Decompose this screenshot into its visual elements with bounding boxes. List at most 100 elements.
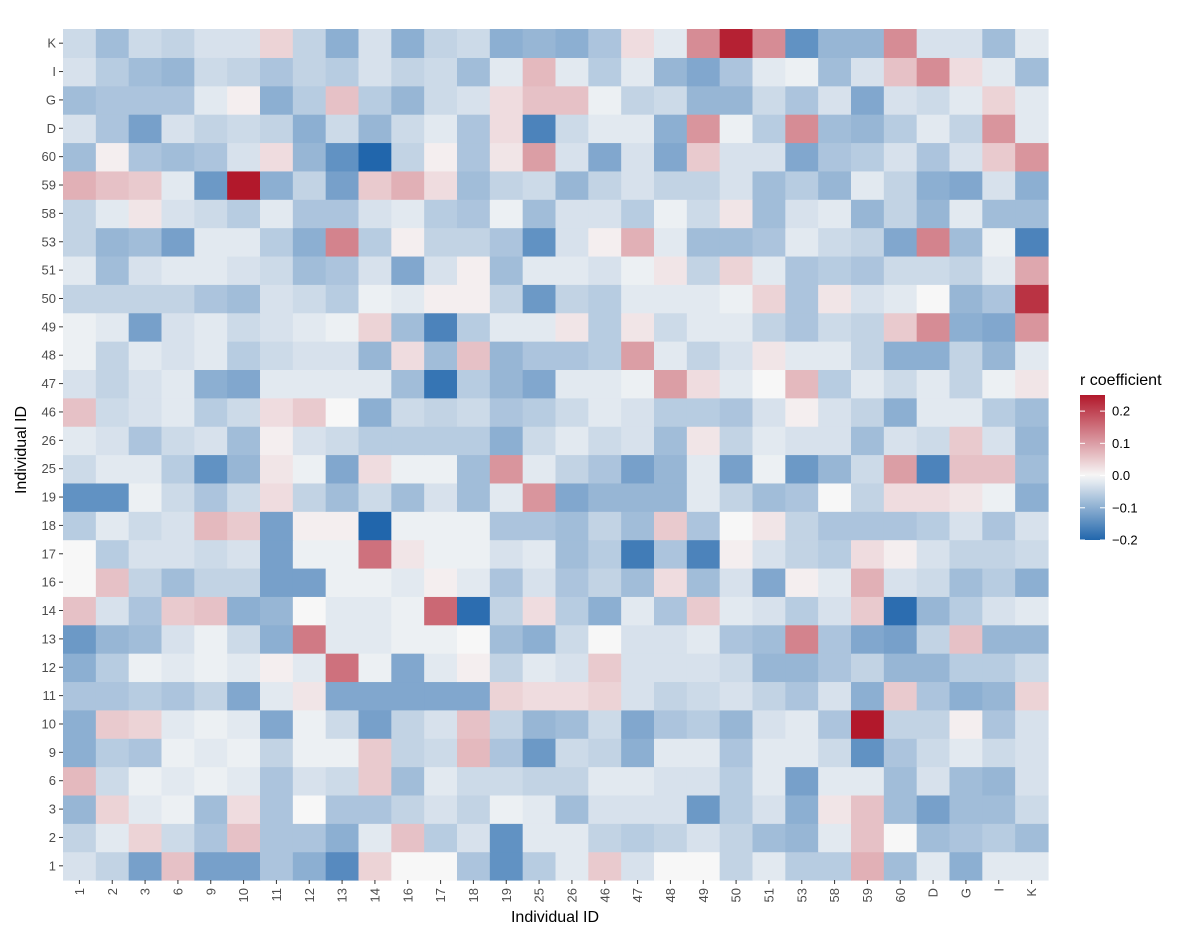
y-tick-label: 9 bbox=[49, 745, 56, 760]
heatmap-cell bbox=[883, 341, 918, 370]
heatmap-cell bbox=[785, 681, 819, 711]
heatmap-cell bbox=[63, 653, 97, 683]
heatmap-cell bbox=[227, 284, 261, 314]
y-tick-label: 60 bbox=[42, 149, 56, 164]
heatmap-cell bbox=[916, 284, 951, 314]
heatmap-cell bbox=[949, 341, 983, 370]
heatmap-cell bbox=[818, 709, 852, 739]
heatmap-cell bbox=[719, 511, 754, 541]
heatmap-cell bbox=[194, 454, 228, 484]
heatmap-cell bbox=[719, 539, 754, 569]
heatmap-cell bbox=[260, 539, 294, 569]
heatmap-cell bbox=[260, 653, 294, 683]
heatmap-cell bbox=[818, 85, 852, 115]
heatmap-cell bbox=[391, 57, 425, 87]
heatmap-cell bbox=[686, 114, 721, 144]
heatmap-cell bbox=[851, 142, 885, 172]
y-tick-label: 25 bbox=[42, 461, 56, 476]
heatmap-cell bbox=[1015, 57, 1049, 87]
heatmap-cell bbox=[358, 170, 392, 200]
heatmap-cell bbox=[686, 596, 721, 626]
heatmap-cell bbox=[1015, 227, 1049, 257]
heatmap-cell bbox=[654, 482, 688, 512]
heatmap-cell bbox=[949, 29, 983, 58]
heatmap-cell bbox=[325, 681, 360, 711]
heatmap-cell bbox=[424, 255, 458, 285]
heatmap-cell bbox=[424, 482, 458, 512]
heatmap-cell bbox=[588, 142, 622, 172]
heatmap-cell bbox=[949, 482, 983, 512]
heatmap-cell bbox=[161, 312, 195, 342]
heatmap-cell bbox=[194, 284, 228, 314]
heatmap-cell bbox=[161, 766, 195, 796]
heatmap-cell bbox=[588, 397, 622, 427]
heatmap-cell bbox=[654, 341, 688, 370]
heatmap-cell bbox=[457, 539, 491, 569]
heatmap-cell bbox=[489, 851, 524, 881]
heatmap-cell bbox=[555, 454, 589, 484]
x-tick-label: 60 bbox=[893, 888, 908, 902]
heatmap-cell bbox=[489, 482, 524, 512]
heatmap-cell bbox=[391, 823, 425, 853]
heatmap-cell bbox=[95, 199, 130, 229]
heatmap-cell bbox=[292, 114, 327, 144]
heatmap-cell bbox=[555, 227, 589, 257]
heatmap-cell bbox=[818, 681, 852, 711]
heatmap-cell bbox=[818, 539, 852, 569]
heatmap-cell bbox=[588, 567, 622, 597]
heatmap-cell bbox=[489, 823, 524, 853]
heatmap-cell bbox=[752, 170, 786, 200]
heatmap-cell bbox=[424, 227, 458, 257]
heatmap-cell bbox=[1015, 823, 1049, 853]
heatmap-cell bbox=[818, 511, 852, 541]
heatmap-cell bbox=[752, 397, 786, 427]
heatmap-cell bbox=[982, 426, 1016, 456]
heatmap-cell bbox=[457, 142, 491, 172]
heatmap-cell bbox=[95, 596, 130, 626]
heatmap-cell bbox=[719, 653, 754, 683]
legend-title: r coefficient bbox=[1080, 372, 1162, 389]
heatmap-cell bbox=[457, 567, 491, 597]
heatmap-cell bbox=[916, 709, 951, 739]
heatmap-cell bbox=[752, 596, 786, 626]
heatmap-cell bbox=[292, 624, 327, 654]
heatmap-cell bbox=[785, 653, 819, 683]
heatmap-cell bbox=[227, 709, 261, 739]
heatmap-cell bbox=[95, 766, 130, 796]
heatmap-cell bbox=[522, 85, 557, 115]
heatmap-cell bbox=[851, 255, 885, 285]
heatmap-cell bbox=[1015, 142, 1049, 172]
heatmap-cell bbox=[128, 709, 163, 739]
heatmap-cell bbox=[916, 511, 951, 541]
x-tick-label: 16 bbox=[400, 888, 415, 902]
heatmap-cell bbox=[128, 851, 163, 881]
heatmap-cell bbox=[161, 57, 195, 87]
heatmap-cell bbox=[851, 57, 885, 87]
heatmap-cell bbox=[818, 312, 852, 342]
heatmap-cell bbox=[719, 567, 754, 597]
heatmap-cell bbox=[851, 199, 885, 229]
heatmap-cell bbox=[358, 114, 392, 144]
heatmap-cell bbox=[260, 454, 294, 484]
heatmap-cell bbox=[949, 369, 983, 399]
heatmap-cell bbox=[686, 482, 721, 512]
heatmap-cell bbox=[1015, 851, 1049, 881]
heatmap-cell bbox=[457, 596, 491, 626]
heatmap-cell bbox=[686, 57, 721, 87]
heatmap-cell bbox=[654, 255, 688, 285]
heatmap-cell bbox=[260, 29, 294, 58]
heatmap-cell bbox=[194, 227, 228, 257]
heatmap-cell bbox=[194, 341, 228, 370]
heatmap-cell bbox=[358, 57, 392, 87]
heatmap-cell bbox=[851, 823, 885, 853]
heatmap-cell bbox=[424, 766, 458, 796]
heatmap-cell bbox=[752, 567, 786, 597]
heatmap-cell bbox=[916, 255, 951, 285]
heatmap-cell bbox=[1015, 369, 1049, 399]
x-tick-label: D bbox=[926, 888, 941, 897]
heatmap-cell bbox=[982, 511, 1016, 541]
heatmap-cell bbox=[752, 227, 786, 257]
heatmap-cell bbox=[752, 85, 786, 115]
heatmap-cell bbox=[194, 29, 228, 58]
heatmap-cell bbox=[194, 851, 228, 881]
